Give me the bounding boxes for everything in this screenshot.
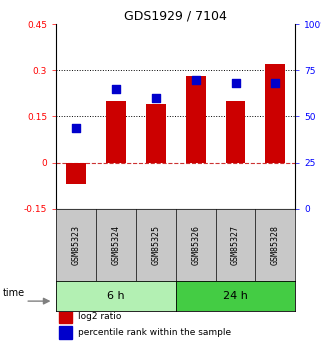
- Text: GSM85328: GSM85328: [271, 225, 280, 265]
- Point: [153, 95, 158, 101]
- Text: GSM85323: GSM85323: [72, 225, 81, 265]
- Point: [233, 80, 238, 86]
- Point: [273, 80, 278, 86]
- Bar: [226, 101, 246, 162]
- Bar: [58, 326, 72, 339]
- Text: percentile rank within the sample: percentile rank within the sample: [78, 328, 231, 337]
- Text: GSM85326: GSM85326: [191, 225, 200, 265]
- Bar: [186, 77, 206, 162]
- Point: [74, 125, 79, 130]
- Text: 24 h: 24 h: [223, 291, 248, 301]
- Text: GSM85327: GSM85327: [231, 225, 240, 265]
- Bar: [106, 101, 126, 162]
- Bar: [58, 310, 72, 323]
- Text: log2 ratio: log2 ratio: [78, 312, 121, 321]
- Text: GSM85325: GSM85325: [151, 225, 160, 265]
- Bar: [265, 64, 285, 162]
- Point: [113, 86, 118, 91]
- Title: GDS1929 / 7104: GDS1929 / 7104: [124, 10, 227, 23]
- Bar: [66, 162, 86, 184]
- Bar: [146, 104, 166, 162]
- Text: time: time: [3, 288, 25, 298]
- Text: 6 h: 6 h: [107, 291, 125, 301]
- Text: GSM85324: GSM85324: [111, 225, 120, 265]
- Point: [193, 77, 198, 82]
